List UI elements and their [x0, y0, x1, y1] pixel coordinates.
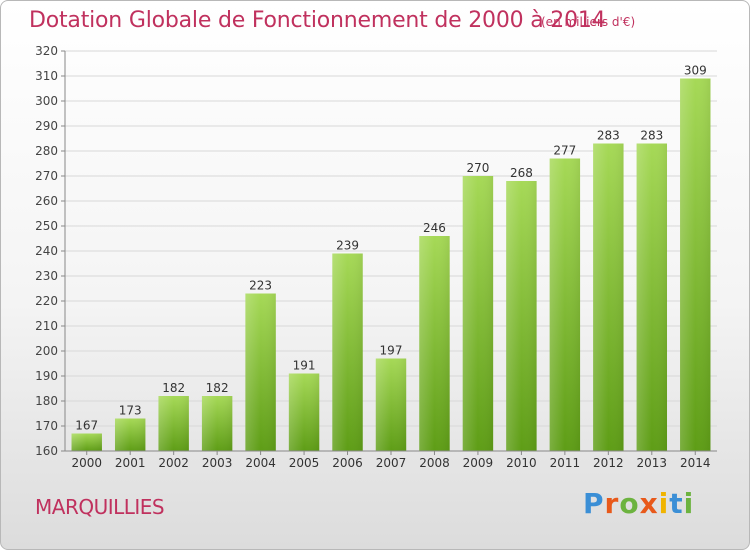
bar-shade	[549, 158, 581, 451]
x-tick-label: 2008	[419, 456, 450, 470]
bar-value-label: 270	[466, 161, 489, 175]
y-tick-label: 280	[35, 144, 58, 158]
y-tick-label: 200	[35, 344, 58, 358]
bar-value-label: 309	[684, 64, 707, 78]
bar-value-label: 191	[293, 359, 316, 373]
x-tick-label: 2001	[115, 456, 146, 470]
bar-shade	[158, 396, 189, 451]
x-tick-label: 2006	[332, 456, 363, 470]
y-tick-label: 240	[35, 244, 58, 258]
y-tick-label: 180	[35, 394, 58, 408]
chart-subtitle: (en milliers d'€)	[541, 15, 636, 29]
bar-shade	[245, 293, 276, 451]
y-tick-label: 170	[35, 419, 58, 433]
bar-value-label: 283	[640, 129, 663, 143]
bar-value-label: 246	[423, 221, 446, 235]
y-tick-label: 210	[35, 319, 58, 333]
x-tick-label: 2010	[506, 456, 537, 470]
bar-shade	[680, 78, 711, 451]
y-tick-label: 300	[35, 94, 58, 108]
bar-shade	[114, 418, 146, 451]
y-tick-label: 310	[35, 69, 58, 83]
x-tick-label: 2005	[289, 456, 320, 470]
bar-shade	[419, 236, 450, 451]
bar-value-label: 182	[162, 381, 185, 395]
bar-value-label: 197	[380, 344, 403, 358]
x-tick-label: 2003	[202, 456, 233, 470]
chart-title: Dotation Globale de Fonctionnement de 20…	[29, 8, 606, 33]
bar-shade	[288, 373, 320, 451]
x-tick-label: 2007	[376, 456, 407, 470]
y-tick-label: 190	[35, 369, 58, 383]
bar-shade	[593, 143, 624, 451]
y-tick-label: 160	[35, 444, 58, 458]
y-tick-label: 260	[35, 194, 58, 208]
bar-shade	[375, 358, 407, 451]
x-tick-label: 2000	[71, 456, 102, 470]
bar-value-label: 173	[119, 404, 142, 418]
y-tick-label: 290	[35, 119, 58, 133]
x-tick-label: 2009	[463, 456, 494, 470]
y-tick-label: 230	[35, 269, 58, 283]
bar-shade	[462, 176, 494, 451]
bar-value-label: 182	[206, 381, 229, 395]
town-name: MARQUILLIES	[35, 495, 165, 519]
bar-value-label: 223	[249, 279, 272, 293]
proxiti-logo: Proxiti	[583, 487, 695, 520]
y-tick-label: 220	[35, 294, 58, 308]
bar-shade	[71, 433, 102, 451]
x-tick-label: 2013	[637, 456, 668, 470]
bar-value-label: 239	[336, 239, 359, 253]
bar-shade	[506, 181, 537, 451]
bar-shade	[332, 253, 363, 451]
bar-value-label: 277	[553, 144, 576, 158]
y-tick-label: 320	[35, 44, 58, 58]
x-tick-label: 2011	[550, 456, 581, 470]
y-tick-label: 270	[35, 169, 58, 183]
y-tick-label: 250	[35, 219, 58, 233]
x-tick-label: 2002	[158, 456, 189, 470]
bar-value-label: 167	[75, 419, 98, 433]
x-tick-label: 2004	[245, 456, 276, 470]
bar-shade	[636, 143, 668, 451]
bar-shade	[201, 396, 233, 451]
x-tick-label: 2012	[593, 456, 624, 470]
bar-value-label: 283	[597, 129, 620, 143]
bar-value-label: 268	[510, 166, 533, 180]
x-tick-label: 2014	[680, 456, 711, 470]
